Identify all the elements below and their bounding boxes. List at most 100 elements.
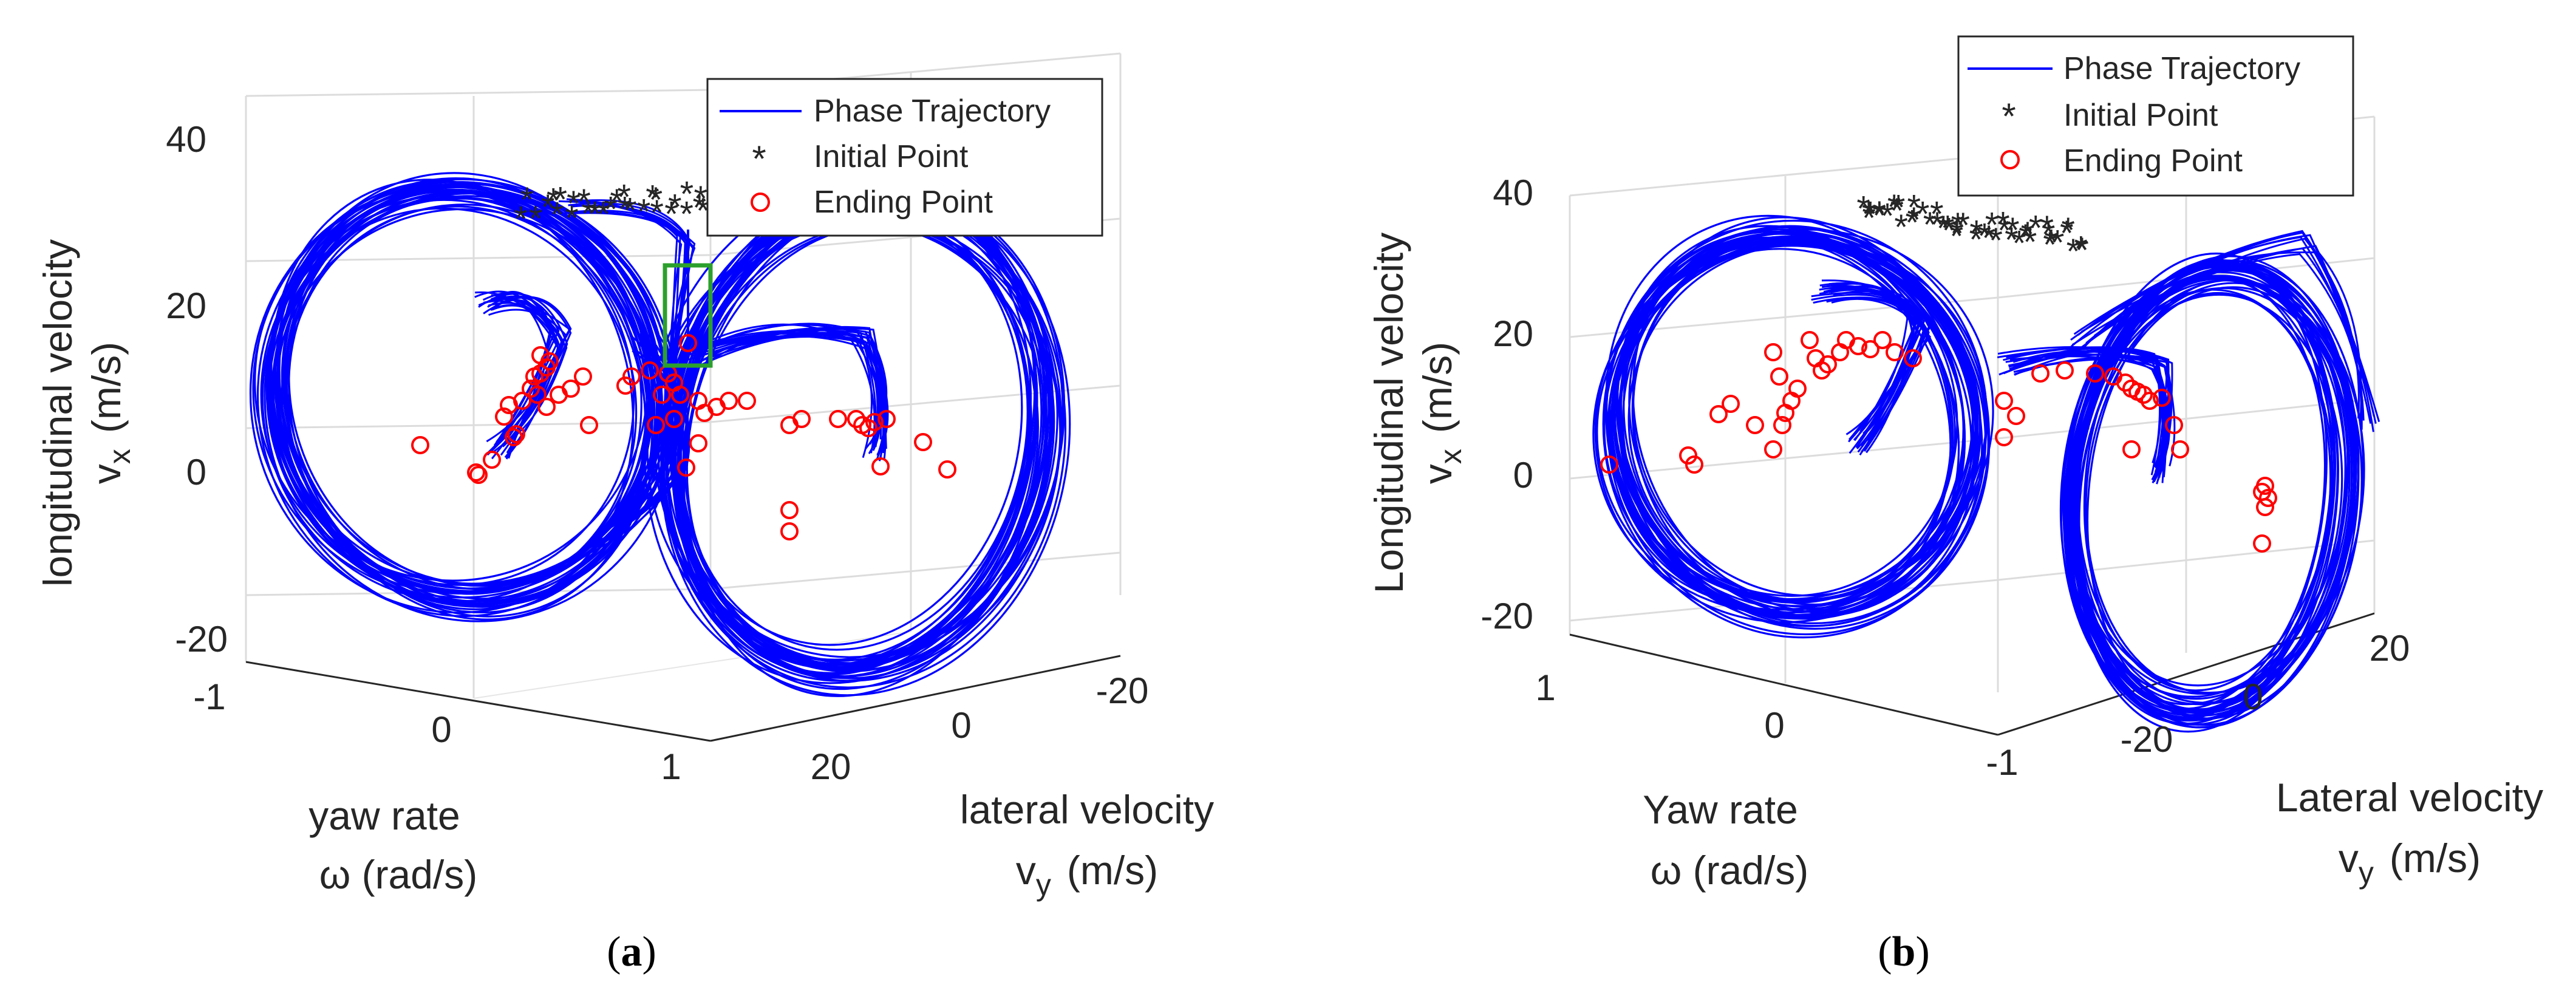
- initial-point-marker: *: [2023, 223, 2037, 262]
- phase-trajectory-inner: [603, 334, 682, 551]
- phase-trajectory-right-loop: [663, 200, 1043, 670]
- phase-trajectory-left-loop: [1631, 237, 1973, 618]
- a-y-symbol: vy (m/s): [1016, 848, 1158, 902]
- ending-point-marker: [411, 436, 429, 454]
- initial-point-marker: *: [577, 182, 591, 222]
- initial-point-marker: *: [610, 182, 624, 222]
- b-y-tick-20: 20: [2370, 628, 2410, 669]
- ending-point-marker: [665, 410, 683, 428]
- phase-trajectory-inner: [482, 291, 551, 454]
- ending-point-marker: [540, 352, 559, 370]
- phase-trajectory-left-loop: [256, 195, 652, 618]
- initial-point-marker: *: [2051, 223, 2065, 263]
- ending-point-marker: [2031, 364, 2050, 383]
- a-z-sym-sub: x: [103, 449, 137, 464]
- phase-trajectory-inner: [693, 328, 889, 455]
- ending-point-marker: [2086, 364, 2104, 383]
- initial-point-marker: *: [1942, 211, 1956, 251]
- initial-point-marker: *: [1989, 221, 2003, 261]
- initial-point-marker: *: [649, 180, 663, 220]
- ending-point-marker: [1819, 355, 1837, 373]
- ending-point-marker: [2171, 440, 2189, 458]
- initial-point-marker: *: [550, 196, 564, 235]
- a-z-units: (m/s): [84, 342, 129, 433]
- ending-point-marker: [653, 386, 671, 404]
- ending-point-marker: [689, 434, 707, 452]
- initial-point-marker: *: [2005, 220, 2019, 260]
- a-panel-label: (a): [607, 929, 656, 975]
- initial-point-marker: *: [646, 179, 659, 218]
- ending-point-marker: [616, 377, 635, 395]
- initial-point-marker: *: [1969, 213, 1983, 253]
- ending-point-marker: [1764, 343, 1782, 361]
- panel-a-highlight-box: [663, 263, 713, 368]
- initial-point-marker: *: [567, 184, 581, 223]
- phase-trajectory-left-loop: [268, 199, 635, 586]
- initial-point-marker: *: [529, 199, 543, 239]
- initial-point-marker: *: [694, 179, 708, 219]
- b-panel-label: (b): [1878, 929, 1930, 975]
- a-y-sym-sub: y: [1036, 868, 1051, 902]
- ending-point-marker: [914, 433, 932, 451]
- initial-point-marker: *: [2067, 232, 2080, 271]
- initial-point-marker: *: [618, 189, 632, 229]
- b-z-tick-20: 20: [1493, 313, 1533, 354]
- b-x-tick-1: 1: [1535, 667, 1555, 708]
- ending-point-marker: [1770, 367, 1788, 386]
- phase-trajectory-inner: [2080, 237, 2360, 419]
- phase-trajectory-left-loop: [254, 183, 649, 582]
- b-y-symbol: vy (m/s): [2339, 836, 2481, 890]
- initial-point-marker: *: [1887, 188, 1901, 227]
- phase-trajectory-right-loop: [2085, 286, 2357, 694]
- ending-point-marker: [528, 386, 547, 404]
- ending-point-marker: [938, 460, 956, 479]
- a-y-tick-20: 20: [811, 746, 851, 787]
- b-legend-initial: Initial Point: [2063, 98, 2218, 133]
- phase-trajectory-left-loop: [249, 189, 652, 614]
- grid-line: [245, 661, 711, 742]
- ending-point-marker: [2122, 440, 2141, 458]
- ending-point-marker: [1746, 416, 1764, 434]
- a-y-units: (m/s): [1067, 848, 1158, 893]
- ending-point-marker: [1904, 349, 1922, 367]
- a-z-sym-base: v: [84, 464, 129, 484]
- phase-trajectory-inner: [1826, 296, 1920, 432]
- phase-trajectory-inner: [1823, 285, 1930, 452]
- initial-point-marker: *: [637, 193, 651, 232]
- initial-point-marker: *: [1985, 206, 1999, 245]
- initial-point-marker: *: [1950, 214, 1964, 253]
- ending-point-marker: [647, 416, 665, 434]
- initial-point-marker: *: [2043, 225, 2057, 265]
- initial-point-marker: *: [604, 189, 618, 229]
- a-y-tick-0: 0: [951, 705, 971, 746]
- a-legend-phase: Phase Trajectory: [814, 94, 1051, 129]
- initial-point-marker: *: [2042, 215, 2056, 254]
- a-x-tick-0: 0: [431, 709, 451, 750]
- initial-point-marker: *: [1862, 195, 1876, 234]
- phase-trajectory-inner: [709, 336, 879, 448]
- ending-point-marker: [1849, 337, 1867, 355]
- initial-point-marker: *: [1892, 188, 1906, 228]
- ending-point-marker: [622, 367, 641, 386]
- ending-point-marker: [859, 419, 877, 437]
- initial-point-marker: *: [2019, 217, 2033, 257]
- ending-point-marker: [467, 463, 485, 482]
- initial-point-marker: *: [2006, 211, 2020, 250]
- a-z-title-text: longitudinal velocity: [35, 239, 80, 587]
- a-y-title: lateral velocity: [960, 787, 1214, 832]
- phase-trajectory-right-loop: [660, 206, 1055, 668]
- ending-point-marker: [677, 458, 695, 477]
- initial-point-marker: *: [1937, 209, 1951, 248]
- initial-point-marker: *: [2021, 215, 2035, 254]
- panel-a: ****************************************…: [35, 52, 1214, 975]
- a-legend-circle-marker: [751, 193, 770, 212]
- phase-trajectory-left-loop: [1609, 245, 1977, 616]
- b-z-sym-base: v: [1415, 464, 1460, 484]
- ending-point-marker: [641, 361, 659, 380]
- initial-point-marker: *: [1864, 194, 1878, 234]
- ending-point-marker: [505, 428, 523, 446]
- phase-trajectory-left-loop: [269, 181, 642, 595]
- b-x-title: Yaw rate: [1643, 787, 1798, 832]
- initial-point-marker: *: [623, 191, 637, 231]
- a-z-axis-title: longitudinal velocity vx (m/s): [35, 239, 137, 587]
